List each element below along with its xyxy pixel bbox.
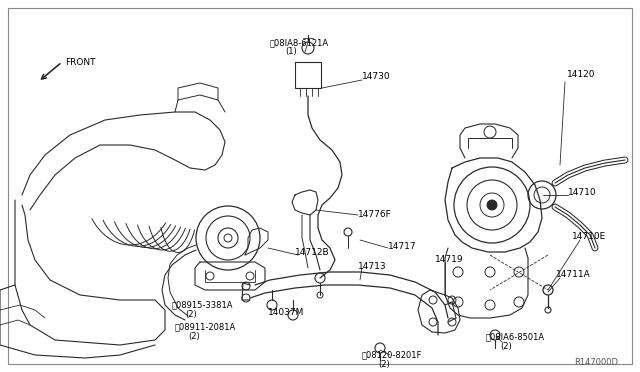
Text: 14711A: 14711A — [556, 270, 591, 279]
Text: ⒲08120-8201F: ⒲08120-8201F — [362, 350, 422, 359]
Text: (2): (2) — [185, 310, 196, 319]
Text: 14120: 14120 — [567, 70, 595, 79]
Text: 14712B: 14712B — [295, 248, 330, 257]
Text: FRONT: FRONT — [65, 58, 95, 67]
Text: ⓝ08911-2081A: ⓝ08911-2081A — [175, 322, 236, 331]
Text: R147000D: R147000D — [574, 358, 618, 367]
Text: ⒲08IA8-6121A: ⒲08IA8-6121A — [270, 38, 329, 47]
Text: 14710E: 14710E — [572, 232, 606, 241]
Text: (2): (2) — [378, 360, 390, 369]
Text: 14717: 14717 — [388, 242, 417, 251]
Text: ⓜ08915-3381A: ⓜ08915-3381A — [172, 300, 234, 309]
Text: 14719: 14719 — [435, 255, 463, 264]
Text: (1): (1) — [285, 47, 297, 56]
Text: 14710: 14710 — [568, 188, 596, 197]
Text: (2): (2) — [188, 332, 200, 341]
Text: 14730: 14730 — [362, 72, 390, 81]
Text: 14713: 14713 — [358, 262, 387, 271]
Text: 14037M: 14037M — [268, 308, 305, 317]
Text: (2): (2) — [500, 342, 512, 351]
Circle shape — [487, 200, 497, 210]
Text: ⒲08IA6-8501A: ⒲08IA6-8501A — [486, 332, 545, 341]
Text: 14776F: 14776F — [358, 210, 392, 219]
